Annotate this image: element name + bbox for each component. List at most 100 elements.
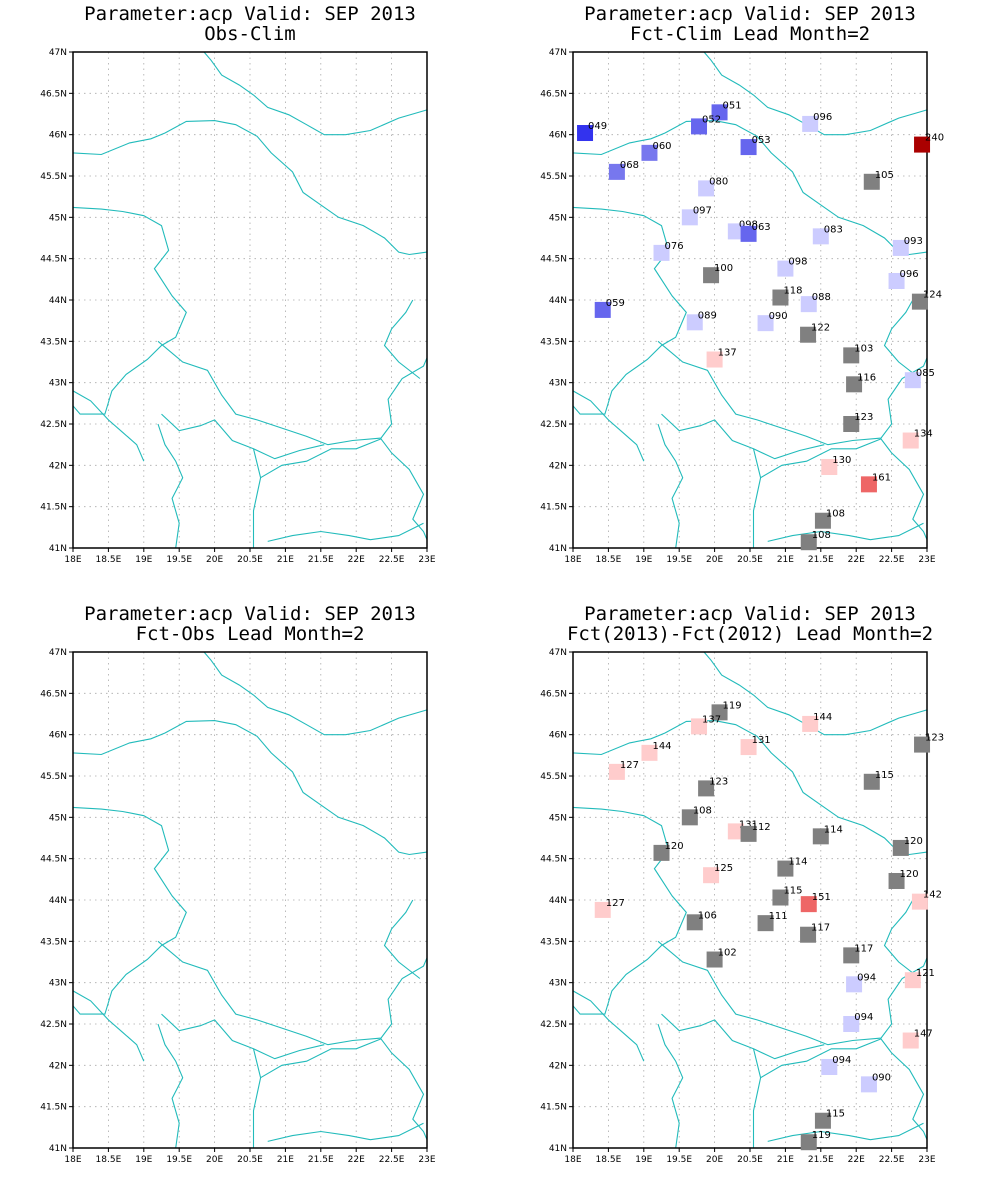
station-label: 130 <box>832 455 851 466</box>
station-label: 125 <box>714 863 733 874</box>
station-marker <box>641 744 658 761</box>
station-marker <box>686 314 703 331</box>
lat-tick-label: 41N <box>549 1144 567 1154</box>
station-marker <box>777 860 794 877</box>
station-label: 102 <box>718 948 737 959</box>
station-marker <box>681 809 698 826</box>
panel-title: Parameter:acp Valid: SEP 2013 Fct(2013)-… <box>500 604 1000 644</box>
station-label: 134 <box>914 429 933 440</box>
station-marker <box>843 347 860 364</box>
title-line2: Obs-Clim <box>204 23 296 45</box>
lat-tick-label: 46N <box>549 731 567 741</box>
station-marker <box>814 512 831 529</box>
lon-tick-label: 20E <box>206 555 223 565</box>
lat-tick-label: 43N <box>549 979 567 989</box>
lon-tick-label: 22E <box>348 1155 365 1165</box>
lat-tick-label: 44.5N <box>540 855 567 865</box>
station-label: 116 <box>857 372 876 383</box>
lon-tick-label: 21E <box>277 1155 294 1165</box>
station-marker <box>594 901 611 918</box>
lat-tick-label: 46.5N <box>540 89 567 99</box>
station-marker <box>740 825 757 842</box>
station-marker <box>911 893 928 910</box>
border-line <box>572 120 928 256</box>
station-marker <box>706 351 723 368</box>
lat-tick-label: 41N <box>49 1144 67 1154</box>
station-label: 142 <box>923 890 942 901</box>
station-label: 094 <box>832 1055 851 1066</box>
border-line <box>657 940 928 1046</box>
station-marker <box>892 839 909 856</box>
lon-tick-label: 18E <box>564 555 581 565</box>
station-label: 123 <box>709 776 728 787</box>
panel-fct-clim: Parameter:acp Valid: SEP 2013 Fct-Clim L… <box>500 0 1000 600</box>
station-label: 147 <box>914 1029 933 1040</box>
station-marker <box>902 432 919 449</box>
lon-tick-label: 18.5E <box>96 555 122 565</box>
lon-tick-label: 19.5E <box>166 555 192 565</box>
lon-tick-label: 19.5E <box>666 1155 692 1165</box>
lon-tick-label: 18.5E <box>596 1155 622 1165</box>
station-marker <box>846 376 863 393</box>
station-label: 115 <box>783 886 802 897</box>
station-marker <box>706 951 723 968</box>
station-marker <box>914 736 931 753</box>
title-line1: Parameter:acp Valid: SEP 2013 <box>84 603 416 625</box>
lat-tick-label: 41.5N <box>540 1103 567 1113</box>
lat-tick-label: 43N <box>49 979 67 989</box>
lon-tick-label: 19E <box>135 555 152 565</box>
lat-tick-label: 44.5N <box>40 255 67 265</box>
station-label: 098 <box>788 257 807 268</box>
station-label: 059 <box>606 298 625 309</box>
border-line <box>383 899 421 979</box>
panel-title: Parameter:acp Valid: SEP 2013 Fct-Obs Le… <box>0 604 500 644</box>
station-marker <box>860 1076 877 1093</box>
border-line <box>253 444 325 460</box>
station-label: 122 <box>811 323 830 334</box>
lon-tick-label: 18E <box>64 1155 81 1165</box>
lon-tick-label: 23E <box>918 1155 935 1165</box>
station-marker <box>843 947 860 964</box>
station-marker <box>727 823 744 840</box>
title-line2: Fct-Clim Lead Month=2 <box>629 23 871 45</box>
border-line <box>72 806 187 1015</box>
lon-tick-label: 22.5E <box>879 1155 905 1165</box>
border-line <box>657 423 684 549</box>
lat-tick-label: 46.5N <box>40 89 67 99</box>
lat-tick-label: 46N <box>49 731 67 741</box>
station-marker <box>800 926 817 943</box>
station-marker <box>904 972 921 989</box>
lat-tick-label: 43.5N <box>40 337 67 347</box>
station-label: 115 <box>875 770 894 781</box>
border-line <box>661 1013 762 1148</box>
map-plot: 41N 41.5N 42N 42.5N 43N 43.5N 44N 44.5N 45N 45.5N… <box>40 48 436 565</box>
lon-tick-label: 22E <box>348 555 365 565</box>
lat-tick-label: 44N <box>49 896 67 906</box>
station-label: 161 <box>872 472 891 483</box>
border-line <box>703 651 928 736</box>
station-label: 097 <box>693 205 712 216</box>
station-marker <box>757 315 774 332</box>
lat-tick-label: 46N <box>549 131 567 141</box>
lat-tick-label: 42N <box>49 461 67 471</box>
station-label: 063 <box>752 222 771 233</box>
lat-tick-label: 47N <box>49 48 67 58</box>
station-label: 068 <box>620 160 639 171</box>
station-label: 089 <box>698 310 717 321</box>
station-marker <box>800 296 817 313</box>
station-marker <box>653 244 670 261</box>
lat-tick-label: 42.5N <box>540 420 567 430</box>
border-line <box>767 522 924 542</box>
station-label: 144 <box>813 712 832 723</box>
station-marker <box>698 780 715 797</box>
station-label: 137 <box>718 348 737 359</box>
border-line <box>883 299 921 379</box>
station-label: 094 <box>854 1012 873 1023</box>
station-label: 123 <box>925 733 944 744</box>
station-marker <box>800 896 817 913</box>
station-marker <box>608 763 625 780</box>
lat-tick-label: 41N <box>549 544 567 554</box>
station-marker <box>686 914 703 931</box>
lat-tick-label: 43.5N <box>540 337 567 347</box>
station-marker <box>821 1058 838 1075</box>
